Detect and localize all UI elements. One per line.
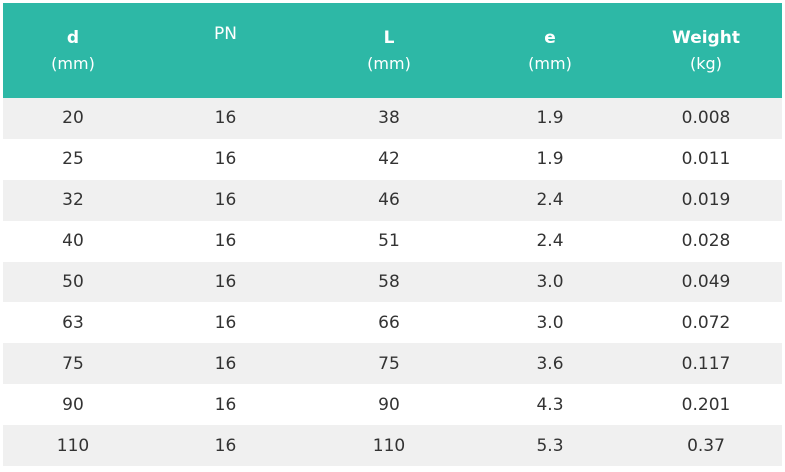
- table-row: 20 16 38 1.9 0.008: [3, 98, 782, 139]
- cell-weight: 0.201: [681, 394, 731, 415]
- header-pn-name: PN: [214, 24, 237, 44]
- cell-d: 20: [62, 108, 84, 129]
- cell-l: 110: [372, 435, 406, 456]
- header-d-unit: (mm): [51, 53, 95, 73]
- cell-e: 3.6: [536, 353, 564, 374]
- cell-l: 46: [378, 190, 400, 211]
- cell-weight: 0.011: [681, 149, 731, 170]
- header-e-name: e: [544, 27, 556, 48]
- cell-weight: 0.028: [681, 231, 731, 252]
- header-weight: Weight (kg): [630, 3, 782, 98]
- table-row: 50 16 58 3.0 0.049: [3, 261, 782, 303]
- header-l: L (mm): [308, 3, 470, 98]
- cell-weight: 0.019: [681, 190, 731, 211]
- cell-l: 42: [378, 149, 400, 170]
- cell-d: 40: [62, 231, 84, 252]
- cell-d: 32: [62, 190, 84, 211]
- cell-l: 90: [378, 394, 400, 415]
- table-row: 75 16 75 3.6 0.117: [3, 343, 782, 385]
- table-row: 63 16 66 3.0 0.072: [3, 302, 782, 344]
- cell-d: 75: [62, 353, 84, 374]
- header-pn: PN: [143, 3, 308, 98]
- cell-pn: 16: [214, 435, 237, 456]
- cell-e: 1.9: [536, 149, 564, 170]
- header-l-unit: (mm): [367, 53, 411, 73]
- cell-pn: 16: [214, 272, 237, 292]
- cell-d: 90: [62, 394, 84, 415]
- table-header: d (mm) PN L (mm) e (mm) Weight (kg): [3, 3, 782, 98]
- cell-l: 38: [378, 108, 400, 129]
- cell-weight: 0.37: [687, 435, 725, 456]
- cell-l: 51: [378, 231, 400, 252]
- table-row: 110 16 110 5.3 0.37: [3, 425, 782, 467]
- cell-d: 63: [62, 312, 84, 333]
- table-row: 32 16 46 2.4 0.019: [3, 179, 782, 221]
- cell-e: 5.3: [536, 435, 564, 456]
- cell-l: 75: [378, 353, 400, 374]
- cell-pn: 16: [214, 312, 237, 333]
- table-row: 25 16 42 1.9 0.011: [3, 138, 782, 180]
- header-e-unit: (mm): [528, 53, 572, 73]
- header-weight-unit: (kg): [690, 53, 722, 73]
- cell-weight: 0.117: [681, 353, 731, 374]
- header-row: d (mm) PN L (mm) e (mm) Weight (kg): [3, 3, 782, 98]
- cell-pn: 16: [214, 108, 237, 129]
- cell-pn: 16: [214, 149, 237, 170]
- cell-pn: 16: [214, 231, 237, 252]
- cell-pn: 16: [214, 190, 237, 211]
- cell-d: 25: [62, 149, 84, 170]
- cell-e: 1.9: [536, 108, 564, 129]
- cell-weight: 0.072: [681, 312, 731, 333]
- cell-l: 66: [378, 312, 400, 333]
- table-body: 20 16 38 1.9 0.008 25 16 42 1.9 0.011 32…: [3, 98, 782, 467]
- cell-weight: 0.008: [681, 108, 731, 129]
- table-row: 90 16 90 4.3 0.201: [3, 384, 782, 426]
- header-l-name: L: [383, 27, 395, 48]
- specification-table: d (mm) PN L (mm) e (mm) Weight (kg) 20 1…: [3, 3, 782, 467]
- cell-d: 50: [62, 272, 84, 292]
- header-weight-name: Weight: [672, 27, 740, 48]
- header-e: e (mm): [470, 3, 630, 98]
- header-d: d (mm): [3, 3, 143, 98]
- cell-pn: 16: [214, 353, 237, 374]
- cell-l: 58: [378, 272, 400, 292]
- header-d-name: d: [66, 27, 80, 48]
- cell-weight: 0.049: [681, 272, 731, 292]
- cell-e: 3.0: [536, 312, 564, 333]
- cell-e: 4.3: [536, 394, 564, 415]
- cell-e: 2.4: [536, 231, 564, 252]
- cell-e: 3.0: [536, 272, 564, 292]
- cell-e: 2.4: [536, 190, 564, 211]
- table-row: 40 16 51 2.4 0.028: [3, 220, 782, 262]
- cell-pn: 16: [214, 394, 237, 415]
- cell-d: 110: [56, 435, 90, 456]
